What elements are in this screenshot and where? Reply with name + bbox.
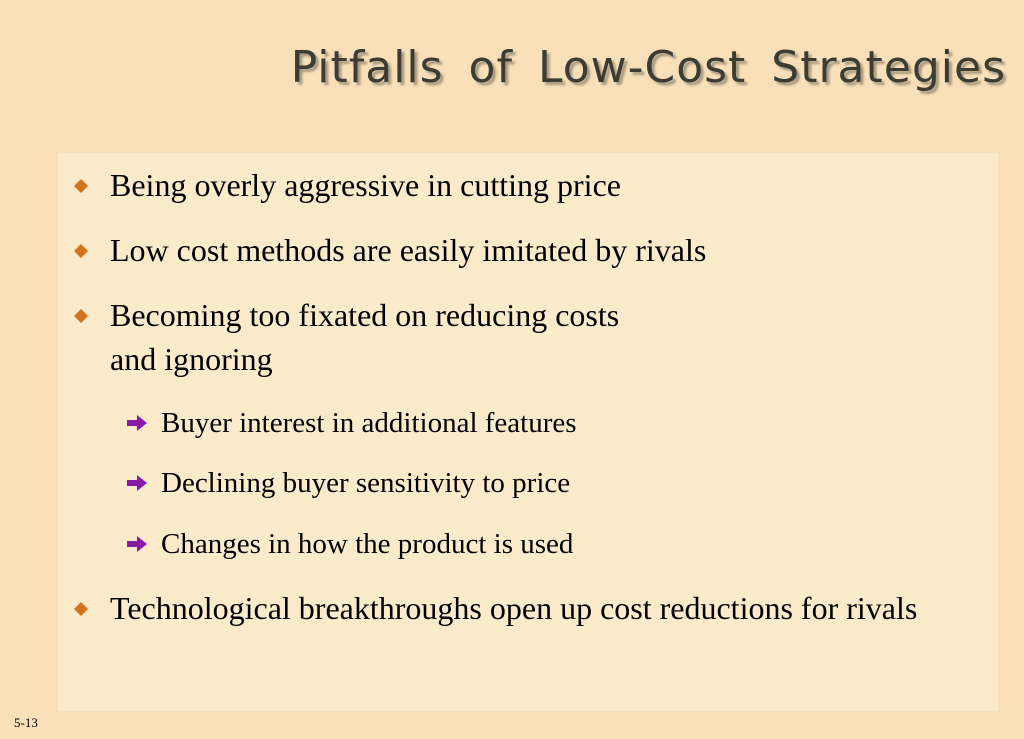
sub-bullet-item: Declining buyer sensitivity to price [126,463,570,503]
bullet-text-line: and ignoring [110,341,273,377]
bullet-item: Technological breakthroughs open up cost… [58,586,980,630]
arrow-bullet-icon [126,415,148,431]
content-box: Being overly aggressive in cutting price… [58,153,998,711]
page-number: 5-13 [14,715,38,730]
arrow-bullet-icon [126,536,148,552]
sub-bullet-text: Changes in how the product is used [161,528,574,560]
arrow-bullet-icon [126,475,148,491]
sub-bullet-item: Changes in how the product is used [126,524,573,564]
diamond-bullet-icon [74,602,88,616]
bullet-text: Being overly aggressive in cutting price [110,167,621,203]
bullet-text: Technological breakthroughs open up cost… [110,590,918,626]
bullet-item: Becoming too fixated on reducing costs a… [58,293,980,381]
bullet-item: Low cost methods are easily imitated by … [58,228,980,272]
bullet-text: Low cost methods are easily imitated by … [110,232,707,268]
sub-bullet-text: Declining buyer sensitivity to price [161,467,571,499]
bullet-item: Being overly aggressive in cutting price [58,163,980,207]
sub-bullet-item: Buyer interest in additional features [126,403,577,443]
diamond-bullet-icon [74,244,88,258]
sub-bullet-text: Buyer interest in additional features [161,407,577,439]
slide-title: Pitfalls of Low-Cost Strategies [290,42,1006,93]
bullet-text-line: Becoming too fixated on reducing costs [110,297,620,333]
diamond-bullet-icon [74,309,88,323]
diamond-bullet-icon [74,179,88,193]
bullet-text: Becoming too fixated on reducing costs a… [110,293,980,381]
